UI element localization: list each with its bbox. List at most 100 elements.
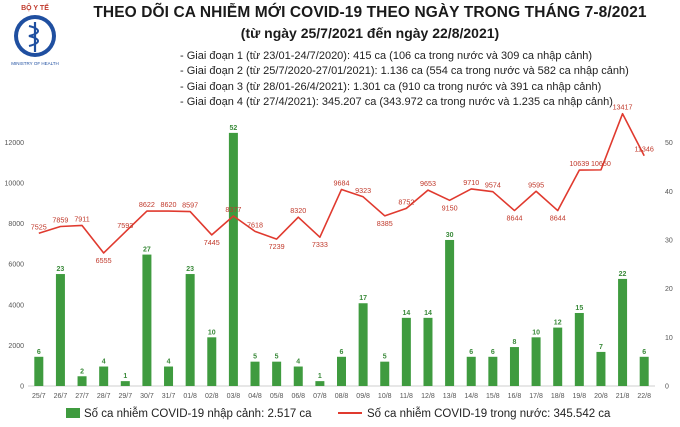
line-value-label: 8597 — [182, 201, 198, 210]
line-value-label: 9323 — [355, 186, 371, 195]
line-value-label: 9710 — [463, 178, 479, 187]
x-tick-label: 14/8 — [464, 393, 478, 400]
bar-value-label: 10 — [532, 329, 540, 336]
line-value-label: 9150 — [442, 203, 458, 212]
y-right-tick-label: 0 — [665, 384, 669, 391]
legend: Số ca nhiễm COVID-19 nhập cảnh: 2.517 ca… — [0, 405, 680, 427]
line-value-label: 13417 — [613, 103, 633, 112]
x-tick-label: 07/8 — [313, 393, 327, 400]
bar-imported — [142, 254, 152, 386]
x-tick-label: 21/8 — [616, 393, 630, 400]
bar-imported — [509, 347, 519, 386]
x-tick-label: 08/8 — [335, 393, 349, 400]
line-value-label: 8644 — [506, 214, 522, 223]
line-value-label: 8385 — [377, 219, 393, 228]
bar-value-label: 2 — [80, 368, 84, 375]
line-value-label: 7618 — [247, 220, 263, 229]
bar-imported — [423, 317, 433, 386]
y-left-tick-label: 10000 — [5, 181, 25, 188]
legend-swatch-bar — [66, 408, 80, 418]
phase-summary-list: - Giai đoạn 1 (từ 23/01-24/7/2020): 415 … — [180, 49, 680, 110]
line-value-label: 6555 — [96, 256, 112, 265]
y-right-tick-label: 30 — [665, 237, 673, 244]
bar-value-label: 14 — [424, 310, 432, 317]
bar-imported — [99, 366, 109, 386]
bar-imported — [337, 356, 346, 386]
x-tick-label: 31/7 — [162, 393, 176, 400]
bar-value-label: 23 — [57, 266, 65, 273]
bar-value-label: 12 — [554, 320, 562, 327]
phase-3-text: - Giai đoạn 3 (từ 28/01-26/4/2021): 1.30… — [180, 80, 602, 93]
bar-value-label: 10 — [208, 329, 216, 336]
x-tick-label: 18/8 — [551, 393, 565, 400]
ministry-of-health-logo: BỘ Y TẾ MINISTRY OF HEALTH — [6, 2, 64, 68]
bar-value-label: 23 — [186, 266, 194, 273]
x-tick-label: 06/8 — [291, 393, 305, 400]
line-value-label: 7593 — [117, 221, 133, 230]
bar-value-label: 30 — [446, 232, 454, 239]
x-tick-label: 15/8 — [486, 393, 500, 400]
bar-value-label: 5 — [253, 354, 257, 361]
x-tick-label: 11/8 — [400, 393, 413, 400]
bar-imported — [553, 327, 563, 386]
y-left-tick-label: 12000 — [5, 140, 25, 147]
bar-imported — [207, 337, 217, 386]
x-tick-label: 12/8 — [421, 393, 435, 400]
bar-value-label: 22 — [619, 271, 627, 278]
bar-value-label: 17 — [359, 295, 367, 302]
legend-item-domestic: Số ca nhiễm COVID-19 trong nước: 345.542… — [338, 408, 610, 420]
line-value-label: 7239 — [269, 242, 285, 251]
y-left-tick-label: 0 — [20, 384, 24, 391]
bar-value-label: 4 — [102, 359, 106, 366]
x-tick-label: 30/7 — [140, 393, 154, 400]
bar-imported — [380, 361, 390, 386]
bar-value-label: 6 — [37, 349, 41, 356]
phase-4-text: - Giai đoạn 4 (từ 27/4/2021): 345.207 ca… — [180, 95, 613, 108]
x-tick-label: 09/8 — [356, 393, 370, 400]
line-value-label: 10650 — [591, 159, 611, 168]
bar-value-label: 6 — [469, 349, 473, 356]
line-value-label: 8320 — [290, 206, 306, 215]
bar-value-label: 7 — [599, 344, 603, 351]
bar-value-label: 6 — [491, 349, 495, 356]
x-tick-label: 27/7 — [75, 393, 89, 400]
x-tick-label: 13/8 — [443, 393, 457, 400]
line-value-label: 8620 — [161, 200, 177, 209]
x-tick-label: 02/8 — [205, 393, 219, 400]
line-value-label: 7333 — [312, 240, 328, 249]
x-tick-label: 19/8 — [573, 393, 587, 400]
x-tick-label: 03/8 — [227, 393, 241, 400]
bar-value-label: 8 — [513, 339, 517, 346]
line-value-label: 8644 — [550, 214, 566, 223]
line-value-label: 9574 — [485, 181, 501, 190]
bar-value-label: 15 — [575, 305, 583, 312]
bar-value-label: 52 — [229, 125, 237, 132]
chart-subtitle: (từ ngày 25/7/2021 đến ngày 22/8/2021) — [240, 25, 500, 41]
y-left-tick-label: 4000 — [8, 302, 24, 309]
y-left-tick-label: 6000 — [8, 262, 24, 269]
bar-imported — [250, 361, 260, 386]
line-value-label: 7445 — [204, 238, 220, 247]
svg-text:BỘ Y TẾ: BỘ Y TẾ — [21, 2, 49, 12]
line-value-label: 7525 — [31, 222, 47, 231]
legend-label-imported: Số ca nhiễm COVID-19 nhập cảnh: 2.517 ca — [84, 408, 312, 420]
bar-imported — [531, 337, 541, 386]
bar-imported — [596, 351, 606, 386]
bar-value-label: 4 — [296, 359, 300, 366]
y-right-tick-label: 20 — [665, 286, 673, 293]
bar-imported — [488, 356, 498, 386]
line-value-label: 10639 — [569, 159, 589, 168]
bar-imported — [358, 303, 368, 386]
bar-value-label: 5 — [275, 354, 279, 361]
bar-imported — [639, 356, 649, 386]
svg-text:MINISTRY OF HEALTH: MINISTRY OF HEALTH — [11, 61, 59, 66]
bar-imported — [77, 376, 87, 386]
chart-title: THEO DÕI CA NHIỄM MỚI COVID-19 THEO NGÀY… — [93, 4, 647, 21]
x-tick-label: 26/7 — [54, 393, 68, 400]
phase-2-text: - Giai đoạn 2 (từ 25/7/2020-27/01/2021):… — [180, 65, 629, 78]
bar-value-label: 27 — [143, 247, 151, 254]
legend-label-domestic: Số ca nhiễm COVID-19 trong nước: 345.542… — [367, 408, 611, 420]
phase-1-text: - Giai đoạn 1 (từ 23/01-24/7/2020): 415 … — [180, 50, 593, 62]
y-left-tick-label: 2000 — [8, 343, 24, 350]
bar-value-label: 4 — [167, 359, 171, 366]
